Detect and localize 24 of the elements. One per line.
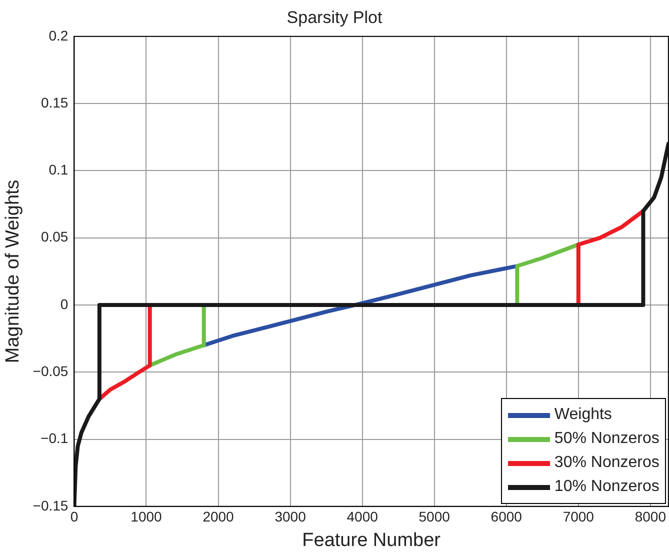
y-axis-title: Magnitude of Weights <box>2 180 24 364</box>
x-tick-label: 8000 <box>634 508 666 525</box>
y-tick-label: 0.2 <box>48 27 68 44</box>
x-axis-title: Feature Number <box>302 530 442 551</box>
y-tick-label: 0 <box>60 296 68 312</box>
x-tick-label: 2000 <box>202 508 234 525</box>
legend-label: 10% Nonzeros <box>554 478 660 496</box>
x-tick-label: 1000 <box>130 508 162 525</box>
legend-label: 30% Nonzeros <box>554 454 660 472</box>
legend-label: 50% Nonzeros <box>554 430 660 448</box>
x-tick-label: 0 <box>70 508 78 525</box>
y-tick-label: 0.05 <box>40 228 68 245</box>
y-tick-label: −0.15 <box>32 497 68 514</box>
y-tick-label: −0.05 <box>32 362 68 379</box>
y-tick-label: 0.1 <box>48 162 68 178</box>
y-tick-label: −0.1 <box>40 430 68 446</box>
legend-label: Weights <box>554 406 612 424</box>
x-tick-label: 5000 <box>418 508 450 525</box>
chart-title: Sparsity Plot <box>286 8 382 27</box>
x-tick-label: 6000 <box>490 508 522 525</box>
x-tick-label: 7000 <box>562 508 594 525</box>
x-tick-label: 4000 <box>346 508 378 525</box>
y-tick-label: 0.15 <box>40 94 68 110</box>
x-tick-label: 3000 <box>274 508 306 525</box>
